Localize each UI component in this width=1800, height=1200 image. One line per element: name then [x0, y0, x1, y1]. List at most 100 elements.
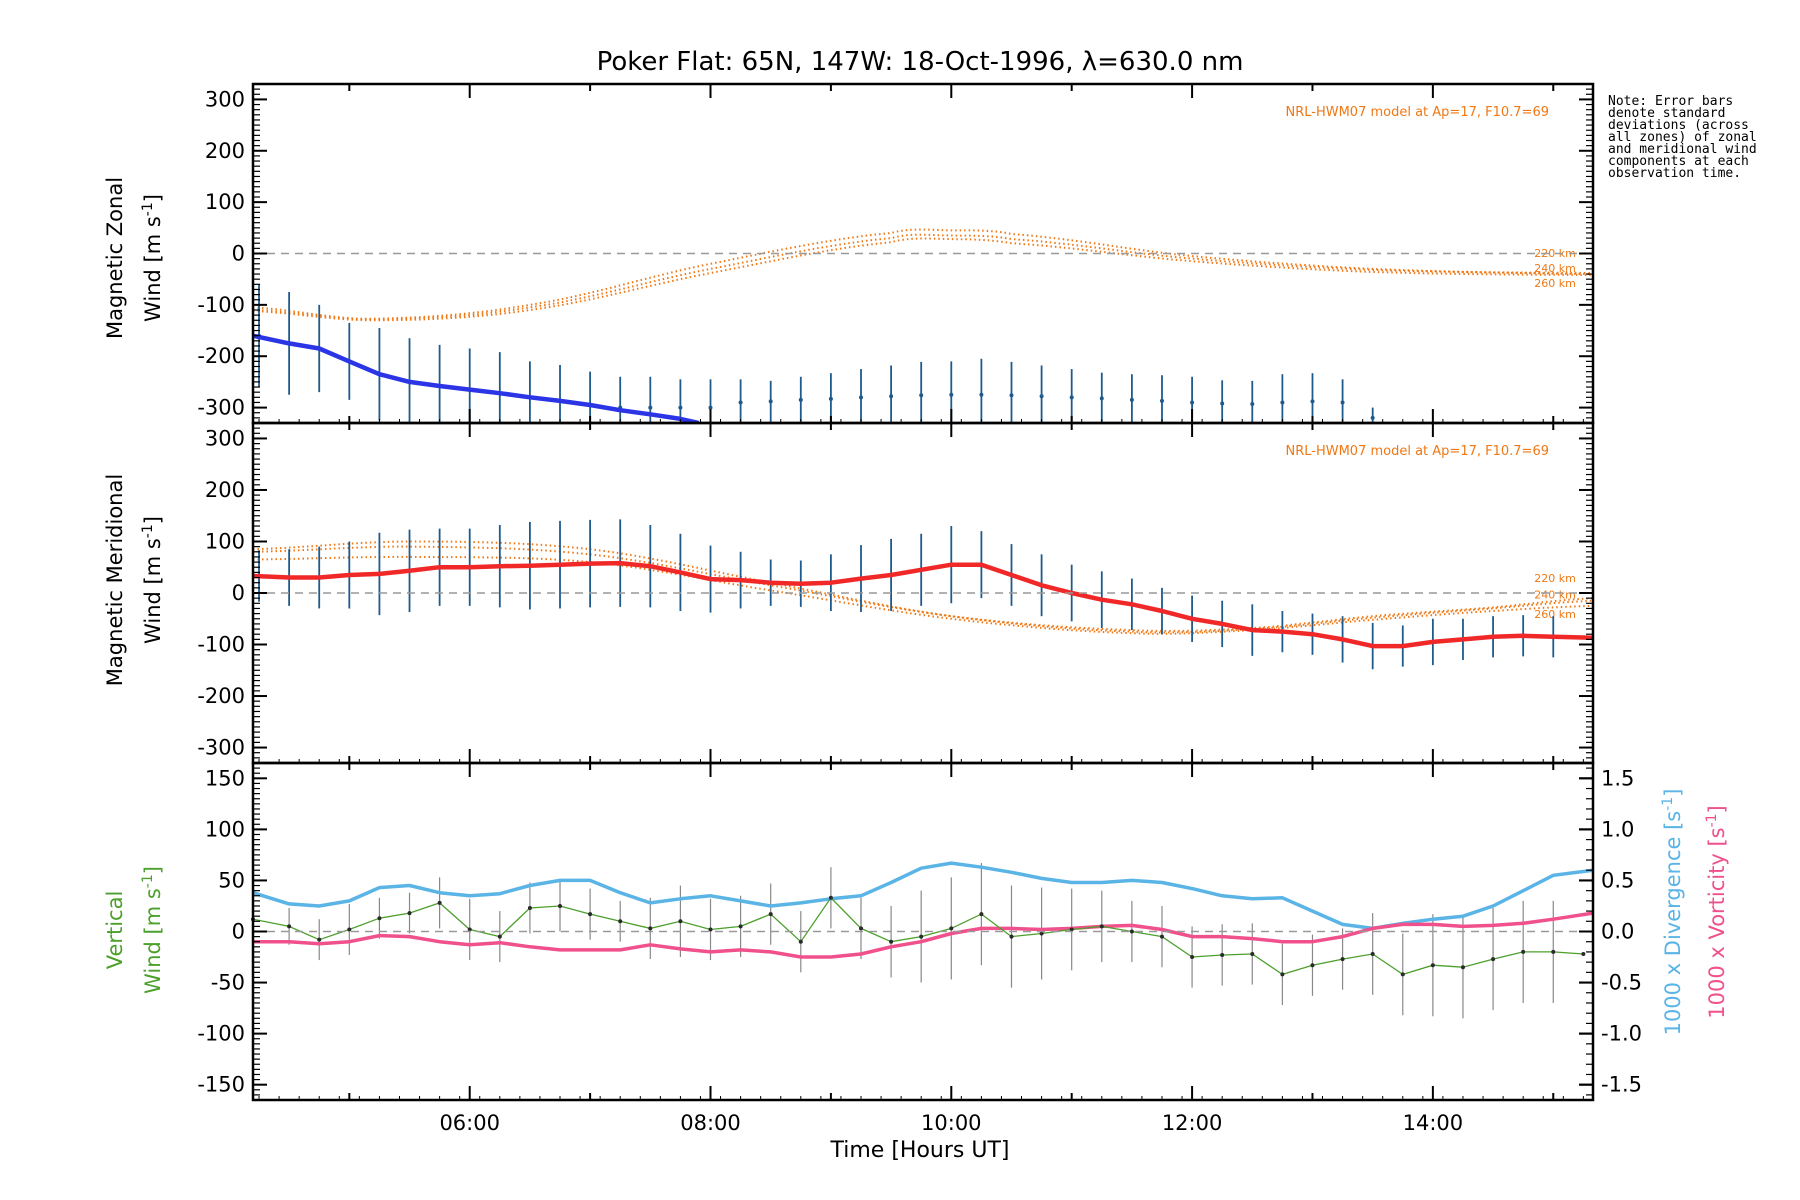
- vertical-wind-point: [1129, 929, 1134, 934]
- y-tick-label: -200: [197, 684, 245, 708]
- vertical-wind-point: [678, 919, 683, 924]
- vertical-wind-point: [1190, 955, 1195, 960]
- vertical-wind-point: [1491, 957, 1496, 962]
- error-bar-note: Note: Error bars denote standard deviati…: [1608, 94, 1765, 181]
- data-point: [708, 405, 713, 410]
- data-point: [648, 405, 653, 410]
- vertical-wind-point: [618, 919, 623, 924]
- vertical-wind-point: [1310, 963, 1315, 968]
- x-tick-label: 12:00: [1162, 1111, 1223, 1135]
- y-tick-label: 300: [205, 426, 245, 450]
- vertical-wind-point: [558, 903, 563, 908]
- chart-title: Poker Flat: 65N, 147W: 18-Oct-1996, λ=63…: [597, 47, 1244, 77]
- meridional-ylabel: Magnetic Meridional: [103, 474, 127, 686]
- data-point: [828, 396, 833, 401]
- y-tick-label: -300: [197, 396, 245, 420]
- data-point: [858, 395, 863, 400]
- vertical-wind-point: [527, 906, 532, 911]
- model-curve-260-km: [253, 237, 1593, 322]
- meridional-panel: 220 km 240 km 260 km NRL-HWM07 model at Ap=…: [197, 421, 1595, 765]
- vertical-wind-point: [1220, 952, 1225, 957]
- y2-tick-label: 0.5: [1601, 868, 1634, 892]
- model-label: NRL-HWM07 model at Ap=17, F10.7=69: [1286, 105, 1550, 120]
- model-curve-240-km: [253, 540, 1593, 634]
- y-tick-label: 150: [205, 766, 245, 790]
- vertical-wind-line: [253, 896, 1584, 976]
- vertical-wind-point: [828, 895, 833, 900]
- vertical-wind-point: [1460, 965, 1465, 970]
- y-tick-label: -300: [197, 736, 245, 760]
- vertical-wind-point: [648, 926, 653, 931]
- data-point: [768, 399, 773, 404]
- y-tick-label: 50: [218, 868, 245, 892]
- model-curve-240-km: [253, 228, 1593, 320]
- model-altitude-label: 260 km: [1534, 277, 1576, 290]
- vertical-panel: 150 100 50 0 -50 -100 -150 06:00 08:00 10:00 12:00…: [197, 761, 1642, 1135]
- data-point: [1099, 396, 1104, 401]
- vorticity-ylabel: 1000 x Vorticity [s-1]: [1704, 805, 1729, 1019]
- divergence-line: [253, 861, 1593, 931]
- y-tick-label: -200: [197, 344, 245, 368]
- y-tick-label: 200: [205, 478, 245, 502]
- vertical-wind-point: [437, 900, 442, 905]
- zonal-wind-line: [253, 333, 699, 423]
- divergence-ylabel: 1000 x Divergence [s-1]: [1660, 789, 1685, 1036]
- data-point: [678, 405, 683, 410]
- vertical-wind-point: [858, 926, 863, 931]
- x-axis-label: Time [Hours UT]: [830, 1138, 1010, 1163]
- vertical-wind-point: [1069, 927, 1074, 932]
- vertical-wind-point: [407, 911, 412, 916]
- vertical-wind-point: [798, 939, 803, 944]
- y-tick-label: 0: [232, 242, 245, 266]
- vertical-wind-point: [768, 912, 773, 917]
- meridional-ylabel-units: Wind [m s-1]: [140, 516, 165, 644]
- y-tick-label: 100: [205, 190, 245, 214]
- data-point: [979, 392, 984, 397]
- x-tick-label: 10:00: [921, 1111, 982, 1135]
- y2-tick-label: -1.0: [1601, 1022, 1642, 1046]
- vertical-wind-point: [1521, 949, 1526, 954]
- data-point: [1340, 400, 1345, 405]
- vertical-wind-point: [919, 934, 924, 939]
- vertical-wind-point: [738, 924, 743, 929]
- y2-tick-label: -0.5: [1601, 971, 1642, 995]
- vertical-wind-point: [1340, 957, 1345, 962]
- vertical-wind-point: [377, 916, 382, 921]
- data-point: [1159, 398, 1164, 403]
- y-tick-label: 0: [232, 581, 245, 605]
- vertical-wind-point: [1280, 972, 1285, 977]
- data-point: [1069, 395, 1074, 400]
- data-point: [1220, 401, 1225, 406]
- model-altitude-label: 220 km: [1534, 572, 1576, 585]
- data-point: [949, 392, 954, 397]
- y-tick-label: 100: [205, 529, 245, 553]
- data-point: [1250, 401, 1255, 406]
- vertical-wind-point: [1039, 931, 1044, 936]
- x-tick-label: 14:00: [1403, 1111, 1464, 1135]
- vertical-wind-point: [467, 927, 472, 932]
- vertical-wind-point: [588, 912, 593, 917]
- vertical-wind-point: [889, 939, 894, 944]
- data-point: [1039, 394, 1044, 399]
- vertical-wind-point: [1099, 924, 1104, 929]
- vertical-ylabel-units: Wind [m s-1]: [140, 866, 165, 994]
- y-tick-label: 200: [205, 139, 245, 163]
- model-altitude-label: 240 km: [1534, 262, 1576, 275]
- model-label: NRL-HWM07 model at Ap=17, F10.7=69: [1286, 444, 1550, 459]
- vertical-wind-point: [1551, 949, 1556, 954]
- model-curve-220-km: [253, 233, 1593, 321]
- data-point: [738, 400, 743, 405]
- model-curve-220-km: [253, 545, 1593, 632]
- vertical-wind-point: [1009, 934, 1014, 939]
- vertical-wind-point: [708, 927, 713, 932]
- x-tick-label: 06:00: [439, 1111, 500, 1135]
- vertical-wind-point: [347, 927, 352, 932]
- y-tick-label: -50: [211, 971, 245, 995]
- data-point: [889, 394, 894, 399]
- data-point: [1009, 393, 1014, 398]
- model-altitude-label: 260 km: [1534, 608, 1576, 621]
- y-tick-label: 100: [205, 817, 245, 841]
- vertical-wind-point: [979, 912, 984, 917]
